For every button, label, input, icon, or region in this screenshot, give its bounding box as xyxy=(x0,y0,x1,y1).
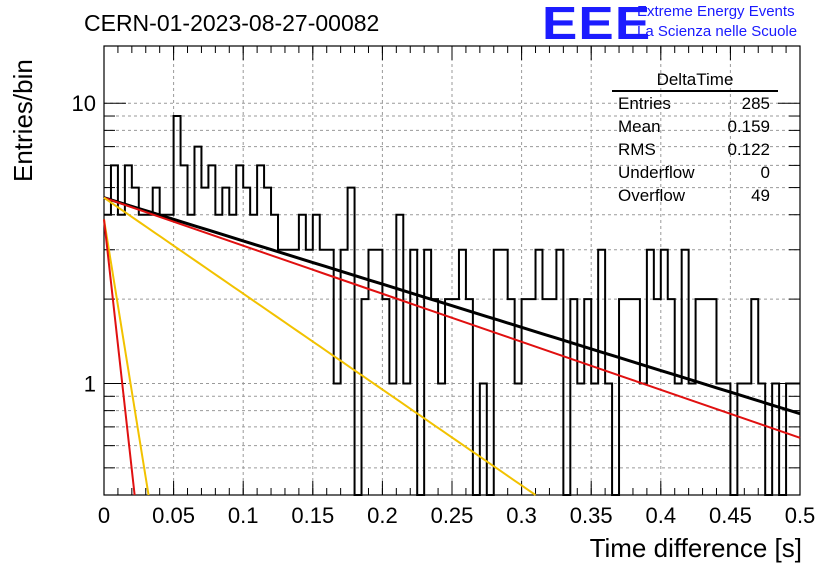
x-tick-label: 0.5 xyxy=(785,503,816,528)
x-tick-label: 0.15 xyxy=(291,503,334,528)
x-tick-label: 0.1 xyxy=(228,503,259,528)
chart-title: CERN-01-2023-08-27-00082 xyxy=(84,10,380,36)
fit-curve-5 xyxy=(103,219,136,496)
x-tick-label: 0.35 xyxy=(570,503,613,528)
stats-label: Entries xyxy=(618,94,671,113)
stats-title: DeltaTime xyxy=(612,70,778,92)
stats-value: 0 xyxy=(760,163,770,182)
stats-row-underflow: Underflow 0 xyxy=(612,161,778,184)
x-tick-label: 0.3 xyxy=(506,503,537,528)
eee-logo: EEE xyxy=(542,0,652,49)
y-tick-label: 10 xyxy=(72,91,96,116)
stats-label: RMS xyxy=(618,140,656,159)
stats-row-rms: RMS 0.122 xyxy=(612,138,778,161)
stats-value: 0.122 xyxy=(727,140,770,159)
stats-label: Mean xyxy=(618,117,661,136)
stats-row-entries: Entries 285 xyxy=(612,92,778,115)
x-tick-label: 0.2 xyxy=(367,503,398,528)
logo-line-1: Extreme Energy Events xyxy=(637,3,795,20)
stats-value: 0.159 xyxy=(727,117,770,136)
logo-line-2: La Scienza nelle Scuole xyxy=(637,23,798,40)
x-tick-label: 0.4 xyxy=(646,503,677,528)
histogram-steps xyxy=(104,115,800,496)
stats-value: 285 xyxy=(741,94,770,113)
x-tick-label: 0.25 xyxy=(431,503,474,528)
x-tick-label: 0 xyxy=(98,503,110,528)
fit-curve-1 xyxy=(103,196,801,416)
x-axis-label: Time difference [s] xyxy=(589,533,802,563)
stats-row-mean: Mean 0.159 xyxy=(612,115,778,138)
y-axis-label: Entries/bin xyxy=(8,59,38,182)
stats-label: Underflow xyxy=(618,163,695,182)
x-tick-label: 0.45 xyxy=(709,503,752,528)
fit-curve-3 xyxy=(103,196,537,496)
fit-curve-2 xyxy=(103,196,801,439)
x-tick-label: 0.05 xyxy=(152,503,195,528)
stats-label: Overflow xyxy=(618,186,686,205)
stats-box: DeltaTime Entries 285 Mean 0.159 RMS 0.1… xyxy=(612,70,778,207)
y-tick-label: 1 xyxy=(84,371,96,396)
fit-curve-4 xyxy=(103,219,150,496)
stats-row-overflow: Overflow 49 xyxy=(612,184,778,207)
stats-value: 49 xyxy=(751,186,770,205)
